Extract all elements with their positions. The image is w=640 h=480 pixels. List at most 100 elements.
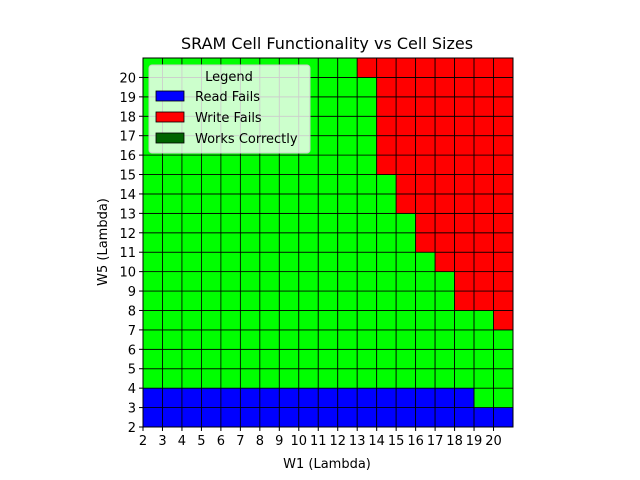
heatmap-cell (220, 290, 241, 311)
plot-frame (142, 57, 514, 428)
x-tick-label: 10 (291, 434, 308, 449)
legend-box (148, 64, 311, 154)
legend-label-write-fails: Write Fails (195, 111, 262, 126)
heatmap-cell (259, 368, 280, 389)
heatmap-cell (356, 271, 378, 292)
heatmap-cell (317, 115, 339, 137)
heatmap-cell (473, 251, 494, 273)
heatmap-cell (337, 135, 358, 156)
heatmap-cell (181, 329, 202, 350)
heatmap-cell (434, 115, 455, 137)
heatmap-cell (162, 174, 183, 195)
heatmap-cell (493, 57, 514, 78)
heatmap-cell (454, 96, 475, 117)
heatmap-cell (454, 193, 475, 214)
heatmap-cell (239, 154, 261, 175)
heatmap-cell (376, 57, 397, 78)
x-tick-label: 8 (256, 434, 264, 449)
heatmap-cell (239, 271, 261, 292)
y-tick-label: 6 (128, 343, 136, 358)
x-tick-label: 18 (446, 434, 463, 449)
heatmap-cell (278, 271, 300, 292)
heatmap-cell (376, 251, 397, 273)
heatmap-cell (298, 251, 319, 273)
heatmap-cell (201, 271, 222, 292)
heatmap-cell (473, 135, 494, 156)
heatmap-cell (337, 387, 358, 408)
heatmap-cell (181, 348, 202, 370)
heatmap-cell (317, 290, 339, 311)
heatmap-cell (395, 57, 417, 78)
heatmap-cell (376, 193, 397, 214)
heatmap-cell (356, 57, 378, 78)
heatmap-cell (317, 212, 339, 234)
heatmap-cell (259, 348, 280, 370)
heatmap-cell (454, 77, 475, 98)
heatmap-cell (298, 407, 319, 428)
heatmap-cell (395, 96, 417, 117)
heatmap-cell (239, 407, 261, 428)
heatmap-cell (454, 212, 475, 234)
heatmap-cell (454, 348, 475, 370)
legend-label-read-fails: Read Fails (195, 90, 260, 105)
heatmap-cell (201, 212, 222, 234)
heatmap-cell (473, 57, 494, 78)
heatmap-cell (454, 290, 475, 311)
heatmap-cell (317, 96, 339, 117)
heatmap-cell (434, 251, 455, 273)
heatmap-cell (142, 193, 163, 214)
heatmap-cell (239, 174, 261, 195)
heatmap-cell (493, 368, 514, 389)
heatmap-cell (162, 368, 183, 389)
heatmap-cell (220, 212, 241, 234)
heatmap-cell (298, 271, 319, 292)
y-tick-label: 10 (119, 266, 136, 281)
heatmap-cell (162, 251, 183, 273)
heatmap-cell (473, 212, 494, 234)
heatmap-cell (220, 329, 241, 350)
heatmap-cell (259, 193, 280, 214)
heatmap-cell (454, 271, 475, 292)
heatmap-cell (473, 77, 494, 98)
y-axis-label: W5 (Lambda) (96, 198, 111, 286)
heatmap-cell (434, 271, 455, 292)
heatmap-cell (415, 251, 436, 273)
heatmap-cell (259, 212, 280, 234)
heatmap-cell (181, 174, 202, 195)
heatmap-cell (337, 271, 358, 292)
heatmap-cell (142, 154, 163, 175)
heatmap-cell (415, 57, 436, 78)
heatmap-cell (395, 154, 417, 175)
heatmap-cell (201, 232, 222, 253)
x-axis-label: W1 (Lambda) (283, 457, 371, 472)
heatmap-cell (454, 368, 475, 389)
heatmap-cell (395, 174, 417, 195)
heatmap-cell (278, 368, 300, 389)
heatmap-cell (493, 115, 514, 137)
y-tick-label: 12 (119, 227, 136, 242)
heatmap-cell (259, 329, 280, 350)
heatmap-cell (415, 387, 436, 408)
heatmap-cell (201, 174, 222, 195)
heatmap-cell (376, 115, 397, 137)
heatmap-cell (473, 348, 494, 370)
heatmap-cell (220, 232, 241, 253)
heatmap-cell (317, 329, 339, 350)
y-tick-label: 18 (119, 110, 136, 125)
heatmap-cell (317, 174, 339, 195)
heatmap-cell (415, 329, 436, 350)
heatmap-cell (434, 310, 455, 331)
heatmap-cell (356, 154, 378, 175)
heatmap-cell (434, 96, 455, 117)
heatmap-cell (493, 290, 514, 311)
heatmap-cell (181, 310, 202, 331)
heatmap-cell (201, 290, 222, 311)
heatmap-cell (317, 193, 339, 214)
x-tick-label: 5 (197, 434, 205, 449)
heatmap-cell (493, 387, 514, 408)
heatmap-cell (473, 387, 494, 408)
legend-swatch-works-correctly (155, 132, 185, 144)
x-tick-label: 16 (407, 434, 424, 449)
heatmap-cell (434, 387, 455, 408)
heatmap-cell (337, 96, 358, 117)
